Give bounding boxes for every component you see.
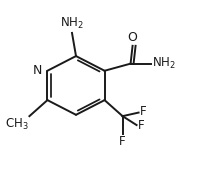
Text: NH$_2$: NH$_2$ <box>60 16 84 31</box>
Text: F: F <box>119 135 126 148</box>
Text: F: F <box>140 105 146 118</box>
Text: NH$_2$: NH$_2$ <box>152 56 175 71</box>
Text: CH$_3$: CH$_3$ <box>5 117 28 132</box>
Text: F: F <box>138 119 144 132</box>
Text: O: O <box>128 31 138 44</box>
Text: N: N <box>33 64 42 77</box>
